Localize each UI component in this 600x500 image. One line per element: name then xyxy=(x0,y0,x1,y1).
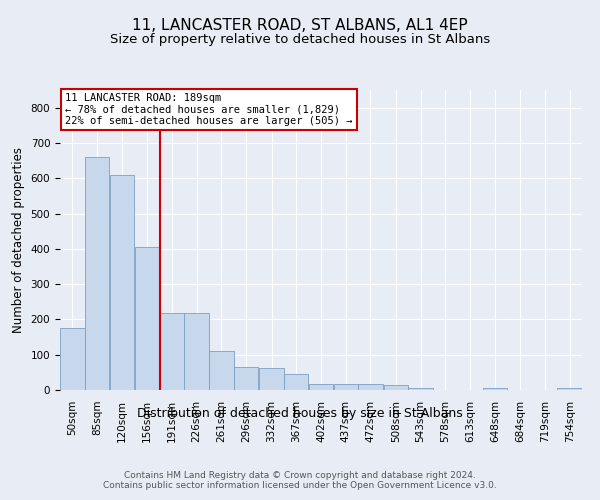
Bar xyxy=(110,174,134,390)
Text: Distribution of detached houses by size in St Albans: Distribution of detached houses by size … xyxy=(137,408,463,420)
Bar xyxy=(383,385,408,390)
Bar xyxy=(334,384,358,390)
Bar xyxy=(184,313,209,390)
Bar xyxy=(85,157,109,390)
Bar xyxy=(259,368,284,390)
Bar xyxy=(409,388,433,390)
Bar xyxy=(557,388,582,390)
Text: 11 LANCASTER ROAD: 189sqm
← 78% of detached houses are smaller (1,829)
22% of se: 11 LANCASTER ROAD: 189sqm ← 78% of detac… xyxy=(65,93,353,126)
Bar xyxy=(160,313,184,390)
Bar xyxy=(358,384,383,390)
Bar xyxy=(209,351,233,390)
Bar xyxy=(284,374,308,390)
Text: Size of property relative to detached houses in St Albans: Size of property relative to detached ho… xyxy=(110,32,490,46)
Bar xyxy=(234,367,259,390)
Y-axis label: Number of detached properties: Number of detached properties xyxy=(12,147,25,333)
Bar xyxy=(60,328,85,390)
Bar xyxy=(309,384,333,390)
Text: Contains HM Land Registry data © Crown copyright and database right 2024.
Contai: Contains HM Land Registry data © Crown c… xyxy=(103,470,497,490)
Bar xyxy=(482,388,507,390)
Bar xyxy=(135,247,160,390)
Text: 11, LANCASTER ROAD, ST ALBANS, AL1 4EP: 11, LANCASTER ROAD, ST ALBANS, AL1 4EP xyxy=(132,18,468,32)
